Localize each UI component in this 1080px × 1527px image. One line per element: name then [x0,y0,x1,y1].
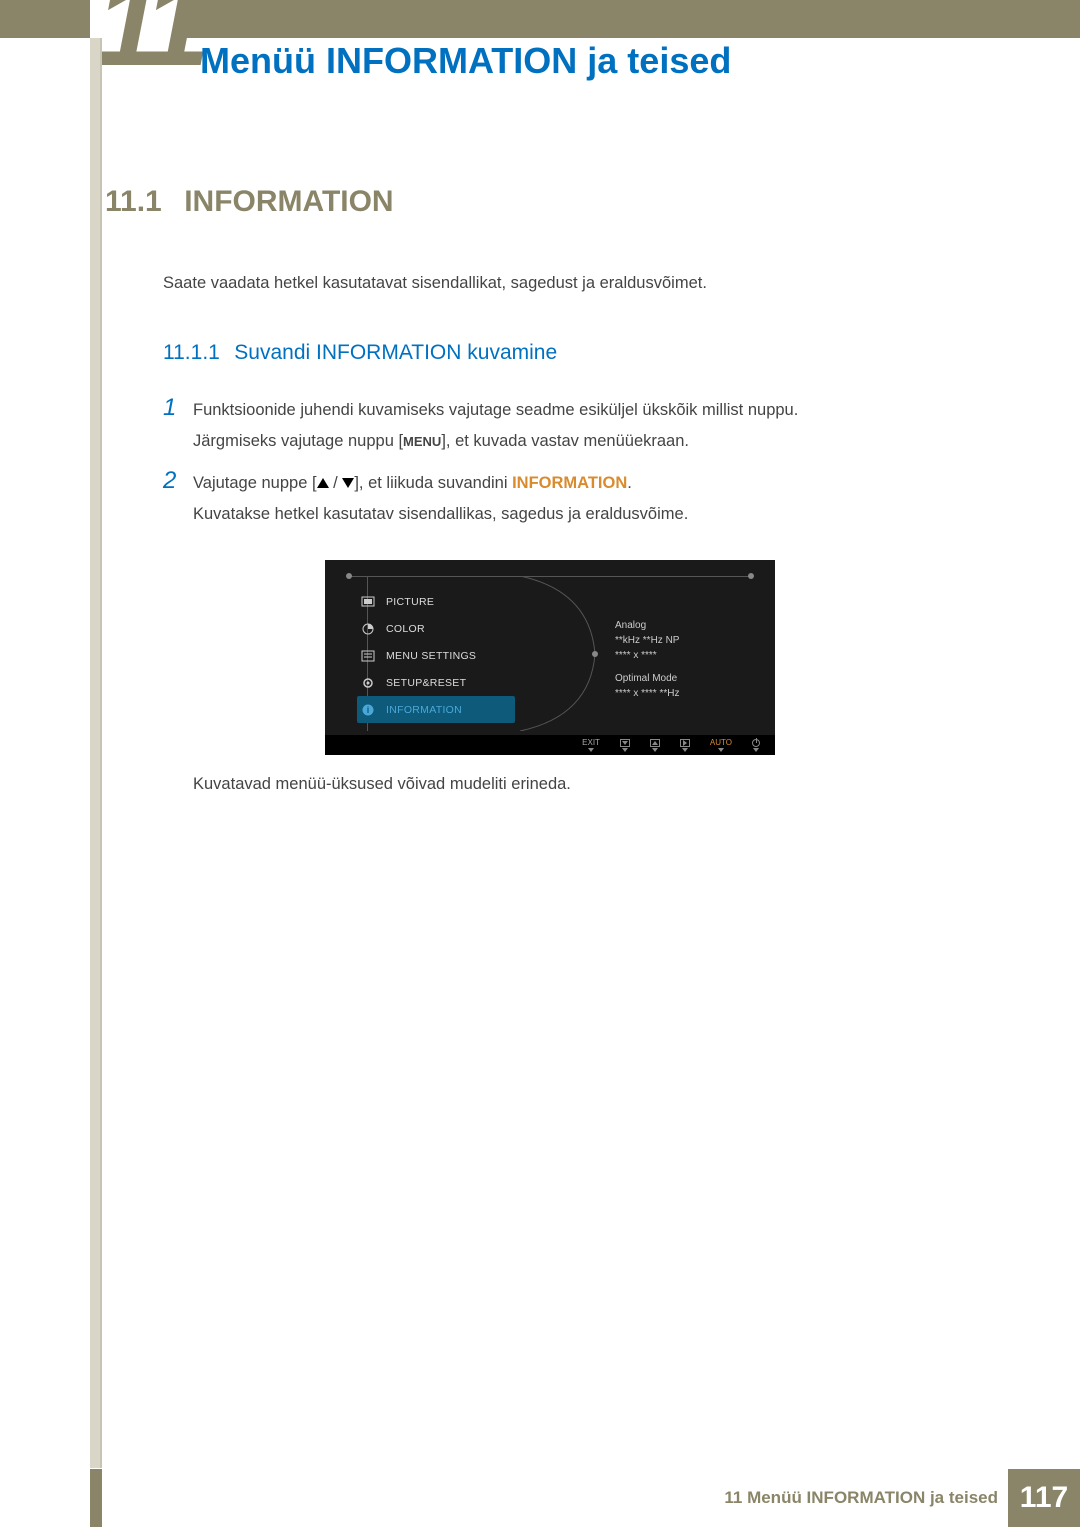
step-1: 1 Funktsioonide juhendi kuvamiseks vajut… [163,395,1020,458]
box-icon [620,739,630,747]
step-body: Vajutage nuppe [ / ], et liikuda suvandi… [193,468,688,531]
osd-item-picture: PICTURE [360,588,515,615]
osd-item-label: INFORMATION [386,704,462,716]
section-heading: 11.1 INFORMATION [105,185,1020,219]
step-body: Funktsioonide juhendi kuvamiseks vajutag… [193,395,798,458]
steps-list: 1 Funktsioonide juhendi kuvamiseks vajut… [163,395,1020,530]
osd-exit-label: EXIT [582,738,600,747]
osd-item-label: SETUP&RESET [386,677,466,689]
osd-item-label: MENU SETTINGS [386,650,476,662]
left-margin-strip-edge [100,38,102,1468]
section-number: 11.1 [105,185,162,219]
step-number: 1 [163,395,193,458]
setup-icon [360,676,376,690]
osd-info-panel: Analog **kHz **Hz NP **** x **** Optimal… [615,618,679,701]
subsection-number: 11.1.1 [163,341,220,365]
content-area: 11.1 INFORMATION Saate vaadata hetkel ka… [105,185,1020,794]
chapter-number-badge: 11 [95,0,200,48]
osd-info-res: **** x **** [615,648,679,663]
down-caret-icon [652,748,658,752]
info-icon: i [360,703,376,717]
left-margin-strip [90,38,100,1468]
osd-caption: Kuvatavad menüü-üksused võivad mudeliti … [193,775,1020,794]
step-text: Vajutage nuppe [ [193,474,317,492]
down-caret-icon [588,748,594,752]
osd-item-setup-reset: SETUP&RESET [360,669,515,696]
step-text: ], et kuvada vastav menüüekraan. [441,432,689,450]
box-icon [680,739,690,747]
osd-down-button [620,739,630,752]
osd-info-optimal-val: **** x **** **Hz [615,686,679,701]
step-text: ], et liikuda suvandini [354,474,512,492]
color-icon [360,622,376,636]
osd-item-information: i INFORMATION [357,696,515,723]
osd-power-button [752,739,760,752]
osd-info-optimal-label: Optimal Mode [615,671,679,686]
footer-left-strip [90,1469,102,1527]
osd-bottom-bar: EXIT AUTO [325,735,775,755]
osd-auto-label: AUTO [710,738,732,747]
svg-text:i: i [367,705,370,715]
osd-item-menu-settings: MENU SETTINGS [360,642,515,669]
osd-item-label: PICTURE [386,596,434,608]
information-keyword: INFORMATION [512,474,627,492]
down-caret-icon [753,748,759,752]
menu-button-label: MENU [403,434,441,449]
osd-info-freq: **kHz **Hz NP [615,633,679,648]
footer-page-number: 117 [1008,1469,1080,1527]
down-caret-icon [718,748,724,752]
footer-chapter-text: 11 Menüü INFORMATION ja teised [724,1488,998,1508]
step-text: Kuvatakse hetkel kasutatav sisendallikas… [193,505,688,523]
step-number: 2 [163,468,193,531]
step-text: Järgmiseks vajutage nuppu [ [193,432,403,450]
down-caret-icon [682,748,688,752]
step-text: Funktsioonide juhendi kuvamiseks vajutag… [193,401,798,419]
osd-menu-list: PICTURE COLOR MENU SETTINGS SETUP&RESET … [360,588,515,723]
osd-item-label: COLOR [386,623,425,635]
box-icon [650,739,660,747]
chapter-title: Menüü INFORMATION ja teised [200,40,731,82]
step-2: 2 Vajutage nuppe [ / ], et liikuda suvan… [163,468,1020,531]
osd-info-mode: Analog [615,618,679,633]
page-footer: 11 Menüü INFORMATION ja teised 117 [0,1469,1080,1527]
osd-up-button [650,739,660,752]
power-icon [752,739,760,747]
osd-enter-button [680,739,690,752]
subsection-title: Suvandi INFORMATION kuvamine [234,341,557,365]
picture-icon [360,595,376,609]
down-caret-icon [622,748,628,752]
osd-exit-button: EXIT [582,738,600,752]
step-text: . [627,474,632,492]
osd-screenshot: PICTURE COLOR MENU SETTINGS SETUP&RESET … [325,560,775,755]
up-arrow-icon [317,478,329,488]
subsection-heading: 11.1.1 Suvandi INFORMATION kuvamine [163,341,1020,365]
section-intro-text: Saate vaadata hetkel kasutatavat sisenda… [163,274,1020,293]
osd-item-color: COLOR [360,615,515,642]
osd-curve-line [520,576,605,731]
section-title: INFORMATION [184,185,393,219]
osd-auto-button: AUTO [710,738,732,752]
settings-icon [360,649,376,663]
down-arrow-icon [342,478,354,488]
